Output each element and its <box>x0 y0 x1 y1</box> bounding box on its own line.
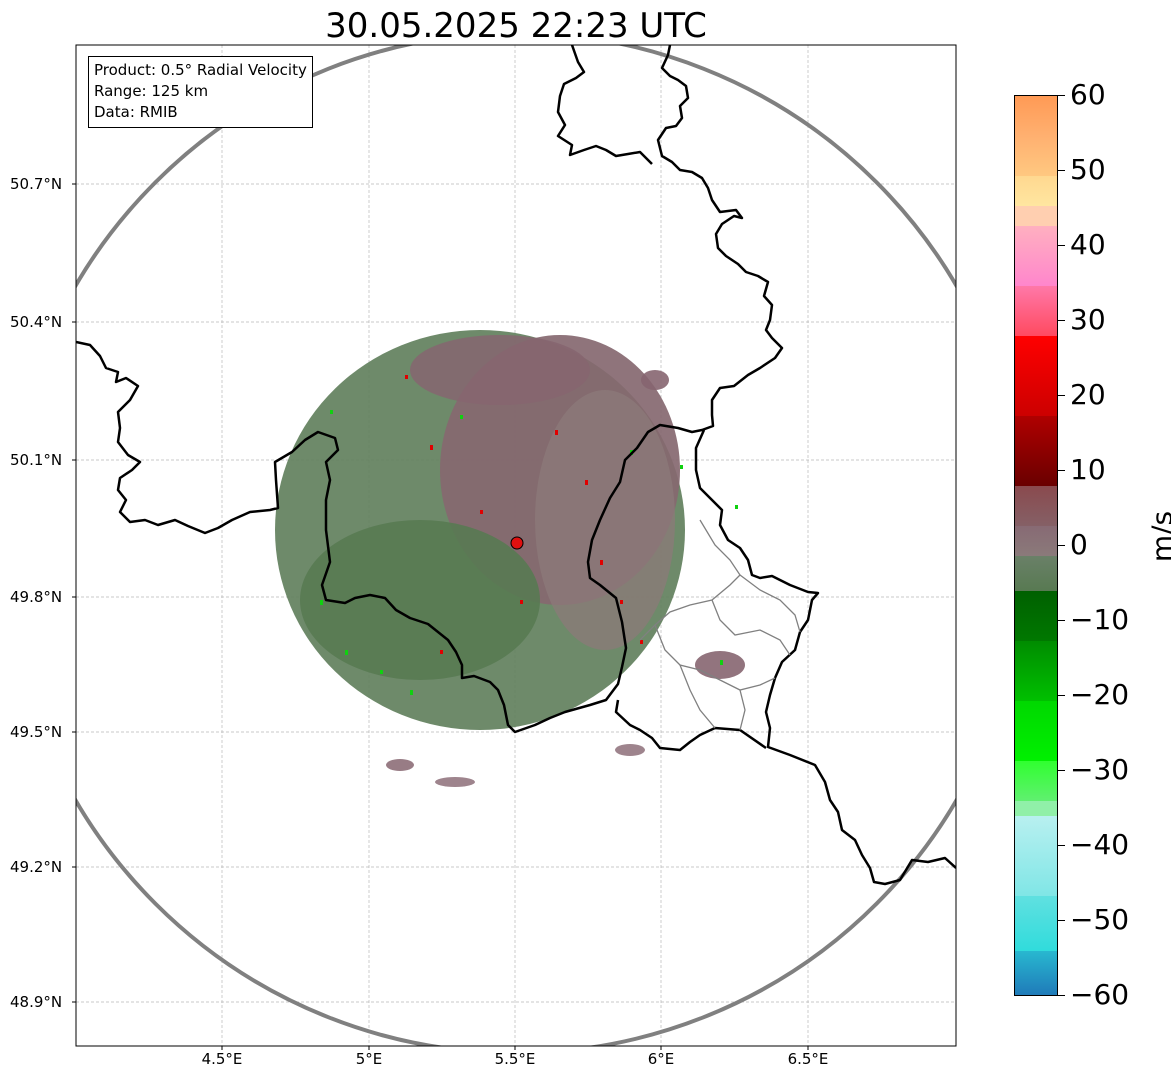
colorbar-tick-label: −50 <box>1070 903 1130 936</box>
product-line: Product: 0.5° Radial Velocity <box>94 61 307 79</box>
axis-ticks <box>72 183 809 1050</box>
lon-label: 6°E <box>647 1050 675 1068</box>
map-title: 30.05.2025 22:23 UTC <box>325 6 707 46</box>
colorbar-tick-label: −20 <box>1070 678 1130 711</box>
colorbar-tick-label: 0 <box>1070 528 1088 561</box>
colorbar-unit-label: m/s <box>1145 510 1171 563</box>
velocity-colorbar <box>1014 95 1058 996</box>
colorbar-tick-label: 30 <box>1070 303 1106 336</box>
colorbar-tick-label: 50 <box>1070 153 1106 186</box>
lon-label: 6.5°E <box>787 1050 829 1068</box>
colorbar-tick-label: 60 <box>1070 78 1106 111</box>
lat-label: 49.2°N <box>10 858 63 876</box>
radar-site-marker[interactable] <box>510 536 524 550</box>
colorbar-tick-label: 40 <box>1070 228 1106 261</box>
product-info-box: Product: 0.5° Radial Velocity Range: 125… <box>88 56 313 128</box>
lon-label: 5.5°E <box>494 1050 536 1068</box>
data-source-line: Data: RMIB <box>94 103 178 121</box>
regional-borders <box>639 519 801 731</box>
lat-label: 49.5°N <box>10 723 63 741</box>
lon-label: 5°E <box>355 1050 383 1068</box>
radar-echoes <box>275 330 745 787</box>
colorbar-tick-label: 10 <box>1070 453 1106 486</box>
lat-label: 50.4°N <box>10 313 63 331</box>
colorbar-tick-label: −60 <box>1070 978 1130 1011</box>
lat-label: 50.1°N <box>10 451 63 469</box>
lon-label: 4.5°E <box>201 1050 243 1068</box>
lat-label: 49.8°N <box>10 588 63 606</box>
colorbar-tick-label: 20 <box>1070 378 1106 411</box>
lat-label: 50.7°N <box>10 175 63 193</box>
map-frame <box>75 44 957 1047</box>
lat-label: 48.9°N <box>10 993 63 1011</box>
country-borders <box>76 45 956 886</box>
colorbar-tick-label: −10 <box>1070 603 1130 636</box>
range-line: Range: 125 km <box>94 82 209 100</box>
colorbar-tick-label: −30 <box>1070 753 1130 786</box>
colorbar-tick-label: −40 <box>1070 828 1130 861</box>
